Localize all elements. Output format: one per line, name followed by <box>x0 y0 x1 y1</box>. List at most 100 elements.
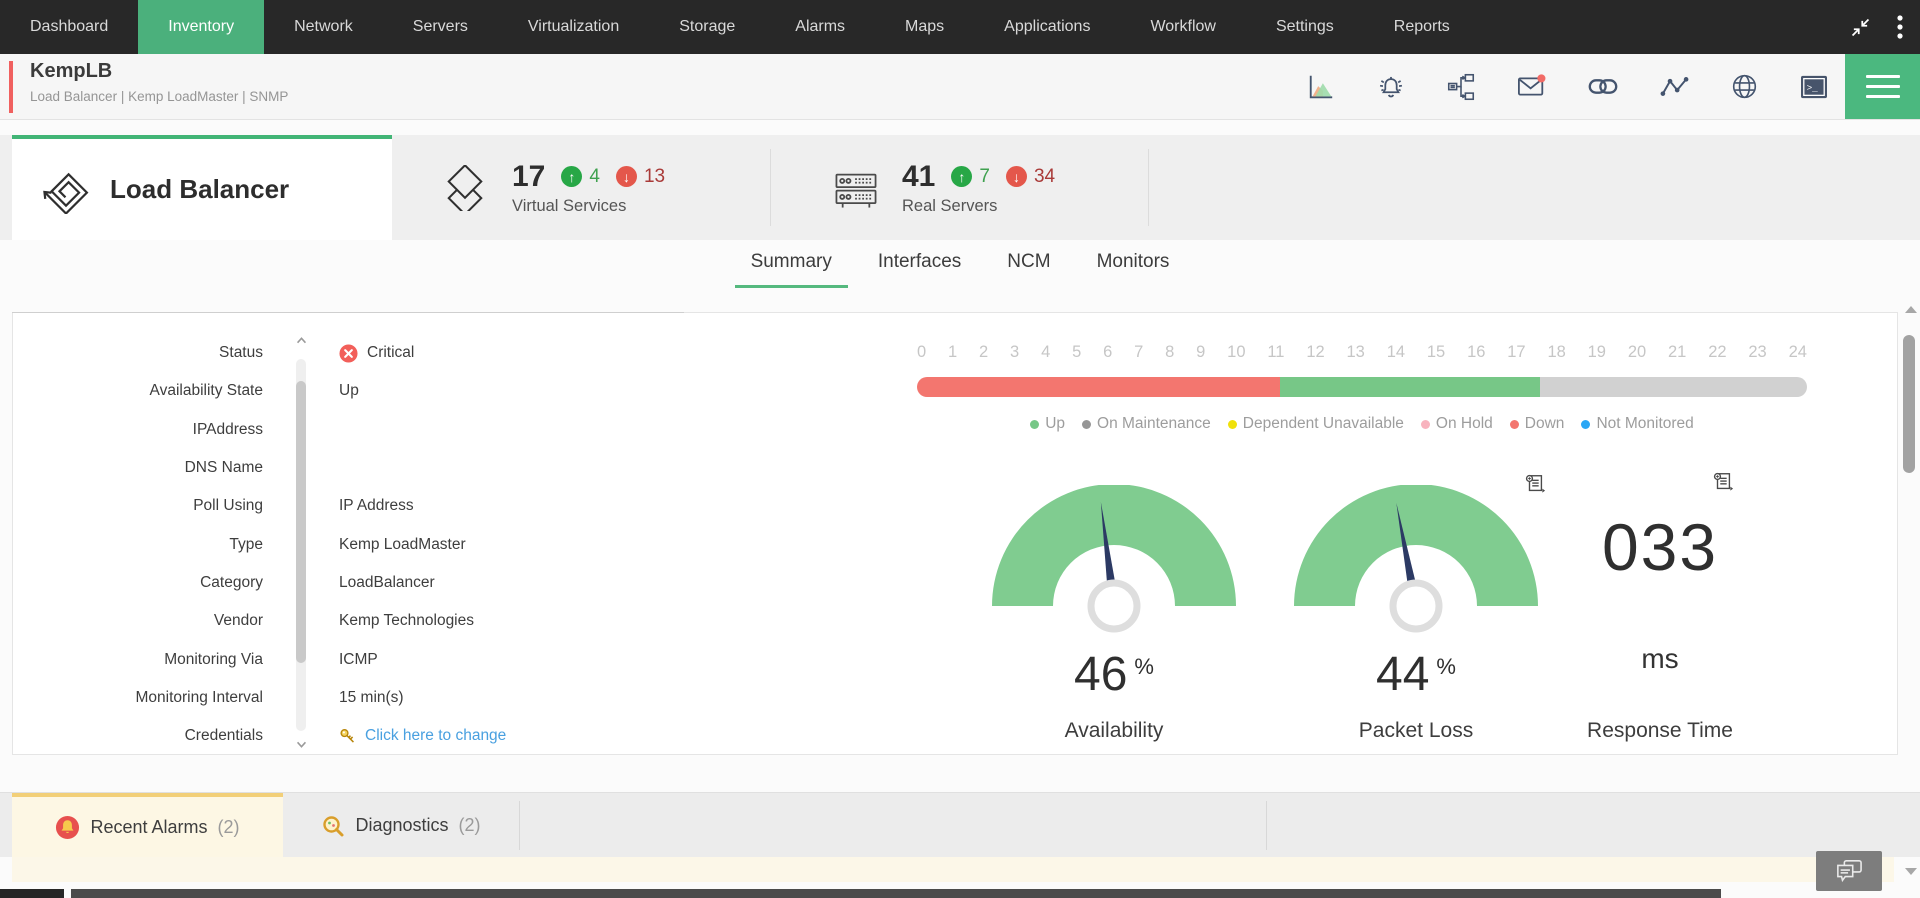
load-balancer-tab[interactable]: Load Balancer <box>12 135 392 240</box>
up-arrow-badge: ↑ <box>561 166 583 187</box>
legend-dot <box>1581 419 1591 429</box>
field-value: ICMP <box>339 650 378 668</box>
virtual-services-count: 17 <box>512 159 546 193</box>
nav-item-applications[interactable]: Applications <box>1004 18 1091 35</box>
report-icon[interactable] <box>1524 473 1546 495</box>
hour-tick: 13 <box>1346 343 1365 361</box>
timeline-segment-up <box>1280 377 1540 397</box>
field-value: LoadBalancer <box>339 573 435 591</box>
down-arrow-badge: ↓ <box>615 166 637 187</box>
summary-card: Status Critical Availability State Up IPAddr… <box>12 312 1898 755</box>
nav-item-settings[interactable]: Settings <box>1275 18 1334 35</box>
timeline-segment-down <box>917 377 1281 397</box>
details-row: Credentials Click here to change <box>13 717 883 755</box>
tab-monitors[interactable]: Monitors <box>1096 251 1170 272</box>
alarm-bell-red-icon <box>55 815 80 840</box>
field-label: Status <box>219 344 263 362</box>
nav-item-network[interactable]: Network <box>294 18 353 35</box>
strip-divider <box>1148 149 1149 226</box>
dependency-link-icon[interactable] <box>1588 75 1618 98</box>
hour-tick: 11 <box>1267 343 1285 361</box>
legend-label: Down <box>1524 415 1565 432</box>
legend-label: On Hold <box>1435 415 1493 432</box>
hour-tick: 14 <box>1386 343 1406 361</box>
real-servers-down-count: 34 <box>1033 165 1056 187</box>
nav-item-inventory[interactable]: Inventory <box>138 0 265 54</box>
details-panel-topline <box>12 312 684 313</box>
field-value: Kemp LoadMaster <box>339 535 466 553</box>
legend-item-on-maintenance: On Maintenance <box>1082 415 1211 433</box>
scroll-up-icon[interactable] <box>1905 306 1917 313</box>
field-label: Credentials <box>184 727 263 745</box>
bottom-tab-diagnostics[interactable]: Diagnostics (2) <box>283 793 519 858</box>
nav-item-maps[interactable]: Maps <box>905 18 945 35</box>
load-balancer-strip: Load Balancer 17 ↑ 4 ↓ 13 Virtual Servic… <box>0 135 1920 240</box>
device-header: KempLB Load Balancer | Kemp LoadMaster |… <box>0 54 1920 120</box>
availability-value: 46% <box>1074 648 1154 701</box>
details-row: DNS Name <box>13 449 883 487</box>
traceroute-icon[interactable] <box>1660 74 1689 99</box>
nav-item-servers[interactable]: Servers <box>412 18 468 35</box>
virtual-services-icon <box>440 164 490 211</box>
response-time-label: Response Time <box>1587 719 1733 742</box>
workflow-icon[interactable] <box>1447 73 1475 101</box>
real-servers-summary[interactable]: 41 ↑ 7 ↓ 34 Real Servers <box>770 135 1147 240</box>
hamburger-icon[interactable] <box>1845 54 1920 119</box>
kebab-menu-icon[interactable] <box>1896 14 1904 40</box>
field-label: Poll Using <box>193 497 263 515</box>
nav-item-storage[interactable]: Storage <box>679 18 736 35</box>
nav-item-dashboard[interactable]: Dashboard <box>30 18 109 35</box>
field-value: Click here to change <box>339 727 506 745</box>
mail-icon[interactable] <box>1517 73 1546 100</box>
chat-feedback-button[interactable] <box>1816 851 1882 891</box>
tab-summary[interactable]: Summary <box>734 241 848 288</box>
tab-ncm[interactable]: NCM <box>1007 251 1051 272</box>
virtual-services-summary[interactable]: 17 ↑ 4 ↓ 13 Virtual Services <box>392 135 769 240</box>
hour-tick: 17 <box>1507 343 1526 361</box>
up-arrow-badge: ↑ <box>951 166 973 187</box>
scroll-down-icon[interactable] <box>1905 868 1917 875</box>
scroll-down-icon[interactable] <box>296 741 307 748</box>
bottom-tab-recent-alarms[interactable]: Recent Alarms (2) <box>12 793 283 858</box>
collapse-arrows-icon[interactable] <box>1849 16 1872 39</box>
credentials-change-link[interactable]: Click here to change <box>365 727 507 745</box>
hour-tick: 15 <box>1426 343 1446 361</box>
h-scrollbar-thumb[interactable] <box>71 889 1721 898</box>
field-label: Category <box>200 573 263 591</box>
performance-chart-icon[interactable] <box>1307 73 1335 101</box>
nav-item-alarms[interactable]: Alarms <box>795 18 846 35</box>
legend-label: Dependent Unavailable <box>1242 415 1404 432</box>
device-subtitle: Load Balancer | Kemp LoadMaster | SNMP <box>30 89 289 104</box>
field-value: Up <box>339 382 359 400</box>
tab-interfaces[interactable]: Interfaces <box>877 251 962 272</box>
details-scrollbar[interactable] <box>294 337 308 751</box>
virtual-services-label: Virtual Services <box>512 196 627 215</box>
diagnostics-magnifier-icon <box>321 814 345 838</box>
hour-tick: 3 <box>1010 343 1020 361</box>
response-time-value: 033 <box>1601 510 1719 584</box>
nav-item-reports[interactable]: Reports <box>1393 18 1450 35</box>
field-label: DNS Name <box>184 459 263 477</box>
web-globe-icon[interactable] <box>1731 73 1758 100</box>
hour-tick: 2 <box>979 343 989 361</box>
nav-item-workflow[interactable]: Workflow <box>1150 18 1216 35</box>
strip-divider <box>770 149 771 226</box>
hour-tick: 6 <box>1103 343 1113 361</box>
terminal-icon[interactable]: >_ <box>1800 74 1828 100</box>
legend-item-down: Down <box>1509 415 1565 433</box>
legend-item-on-hold: On Hold <box>1420 415 1493 433</box>
report-icon[interactable] <box>1712 471 1734 493</box>
hour-tick: 4 <box>1041 343 1051 361</box>
response-time-unit: ms <box>1641 643 1679 674</box>
h-scrollbar-corner <box>0 889 64 898</box>
details-row: IPAddress <box>13 411 883 449</box>
status-text: Critical <box>367 344 415 362</box>
hour-tick: 1 <box>948 343 958 361</box>
v-scrollbar-thumb[interactable] <box>1903 335 1915 473</box>
scrollbar-thumb[interactable] <box>296 381 306 663</box>
nav-item-virtualization[interactable]: Virtualization <box>527 18 620 35</box>
details-row: Category LoadBalancer <box>13 564 883 602</box>
alarm-bell-icon[interactable] <box>1377 73 1405 101</box>
bottom-tab-divider <box>519 801 520 850</box>
scroll-up-icon[interactable] <box>296 337 307 344</box>
